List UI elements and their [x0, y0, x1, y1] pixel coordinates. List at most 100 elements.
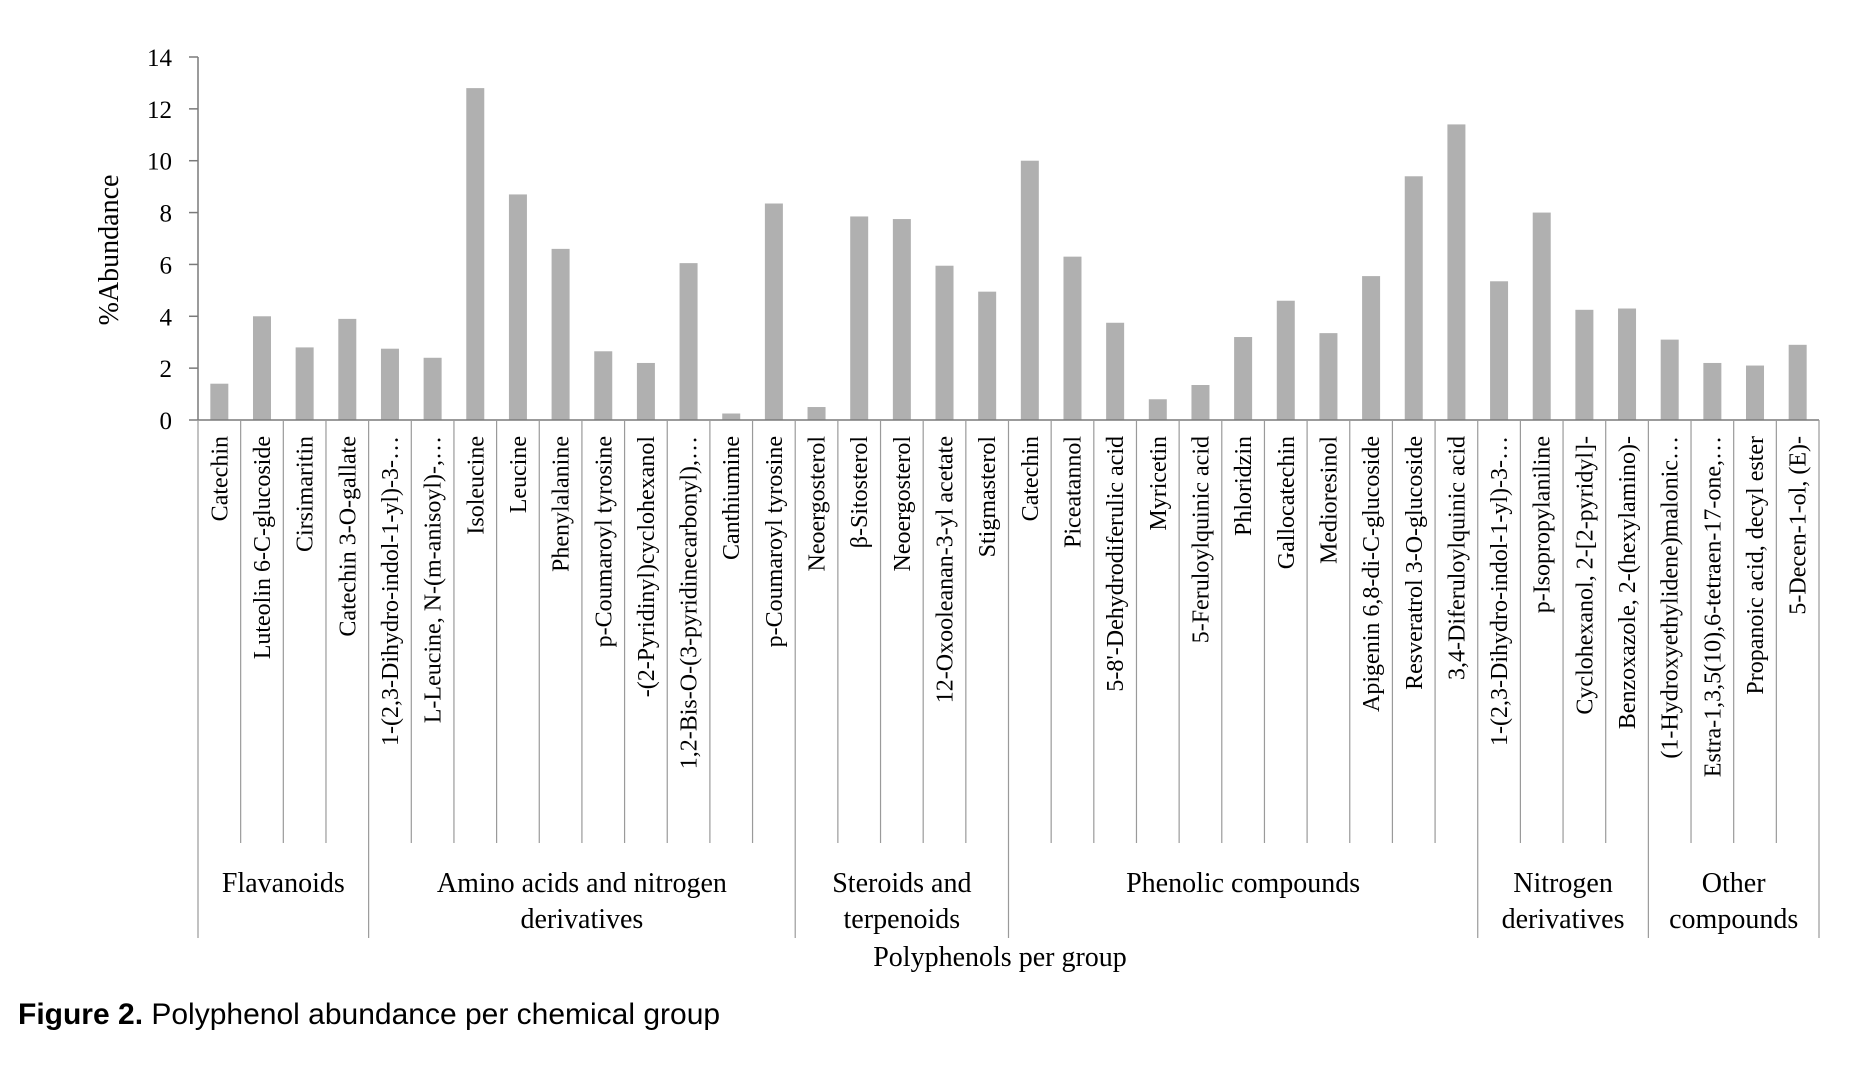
group-label: terpenoids	[844, 904, 961, 935]
bar	[1319, 333, 1338, 420]
bar	[1660, 339, 1679, 420]
y-tick-label: 0	[160, 408, 173, 435]
category-label: 1,2-Bis-O-(3-pyridinecarbonyl),…	[677, 436, 703, 769]
category-label: p-Isopropylaniline	[1530, 436, 1556, 613]
bar	[1362, 276, 1381, 420]
category-label: Phloridzin	[1231, 436, 1257, 536]
bar	[722, 413, 741, 420]
group-label: Steroids and	[832, 868, 971, 899]
group-label: Nitrogen	[1513, 868, 1613, 899]
category-label: 5-Feruloylquinic acid	[1188, 436, 1214, 643]
category-label: Medioresinol	[1316, 436, 1342, 564]
category-label: p-Coumaroyl tyrosine	[762, 436, 788, 647]
y-tick-label: 4	[160, 304, 173, 331]
bar	[380, 348, 399, 420]
category-label: Isoleucine	[463, 436, 489, 535]
bar	[1404, 176, 1423, 420]
bar	[1020, 160, 1039, 420]
bar	[679, 263, 698, 420]
bar	[1532, 212, 1551, 420]
group-label: Flavanoids	[222, 868, 345, 899]
group-label: Amino acids and nitrogen	[437, 868, 727, 899]
bar	[338, 318, 357, 420]
bar	[1703, 362, 1722, 420]
category-label: Luteolin 6-C-glucoside	[250, 436, 276, 659]
category-label: Neoergosterol	[890, 436, 916, 572]
bar	[850, 216, 869, 420]
category-label: Estra-1,3,5(10),6-tetraen-17-one,…	[1700, 436, 1726, 777]
bar	[807, 407, 826, 420]
category-label: Stigmasterol	[975, 436, 1001, 558]
bar	[935, 265, 954, 420]
y-tick-label: 8	[160, 201, 173, 228]
bar	[295, 347, 314, 420]
category-label: 1-(2,3-Dihydro-indol-1-yl)-3-…	[378, 436, 404, 746]
group-label: derivatives	[520, 904, 643, 935]
category-label: Myricetin	[1146, 436, 1172, 531]
y-tick-label: 6	[160, 252, 173, 279]
category-label: (1-Hydroxyethylidene)malonic…	[1658, 436, 1684, 759]
bar	[1575, 309, 1594, 420]
bar	[1746, 365, 1765, 420]
category-label: 1-(2,3-Dihydro-indol-1-yl)-3-…	[1487, 436, 1513, 746]
category-label: Piceatannol	[1060, 436, 1086, 548]
category-label: 5-Decen-1-ol, (E)-	[1786, 436, 1812, 615]
bar	[1618, 308, 1637, 420]
figure-caption-text: Polyphenol abundance per chemical group	[143, 998, 721, 1031]
bar	[1106, 322, 1125, 420]
figure-label: Figure 2.	[18, 998, 144, 1031]
bar	[210, 383, 229, 420]
x-axis	[197, 419, 1820, 938]
bar	[252, 316, 271, 420]
bar	[1276, 300, 1295, 420]
group-labels: Flavanoids Amino acids and nitrogen deriva…	[222, 868, 1798, 935]
bar-chart: 0 2 4 6 8 10 12 14 Catechin Luteolin 6-C-glucosi…	[94, 45, 1820, 973]
bar	[1447, 124, 1466, 421]
category-label: Catechin	[1018, 436, 1044, 521]
bar	[466, 88, 485, 420]
y-axis: 0 2 4 6 8 10 12 14	[147, 45, 199, 435]
y-tick-label: 2	[160, 356, 173, 383]
bar	[1063, 256, 1082, 420]
y-tick-label: 10	[147, 149, 172, 176]
category-label: Leucine	[506, 436, 532, 513]
category-label: 3,4-Diferuloylquinic acid	[1444, 436, 1470, 680]
bar	[1788, 344, 1807, 420]
group-label: derivatives	[1502, 904, 1625, 935]
x-axis-title: Polyphenols per group	[873, 942, 1127, 973]
category-label: Catechin 3-O-gallate	[335, 436, 361, 637]
category-label: 5-8'-Dehydrodiferulic acid	[1103, 436, 1129, 692]
bar	[423, 357, 442, 420]
figure-caption: Figure 2. Polyphenol abundance per chemi…	[18, 998, 720, 1032]
category-label: Cyclohexanol, 2-[2-pyridyl]-	[1572, 436, 1598, 715]
category-label: Canthiumine	[719, 436, 745, 560]
y-tick-label: 12	[147, 97, 172, 124]
category-label: -(2-Pyridinyl)cyclohexanol	[634, 436, 660, 698]
category-label: β-Sitosterol	[847, 436, 873, 549]
category-label: Cirsimaritin	[293, 436, 319, 552]
category-label: Catechin	[207, 436, 233, 521]
y-axis-title: %Abundance	[94, 175, 125, 326]
bar-series	[210, 88, 1807, 421]
category-labels: Catechin Luteolin 6-C-glucoside Cirsimarit…	[207, 436, 1811, 778]
group-label: Other	[1702, 868, 1766, 899]
bar	[978, 291, 997, 420]
category-label: Propanoic acid, decyl ester	[1743, 436, 1769, 695]
bar	[636, 362, 655, 420]
bar	[1490, 281, 1509, 420]
bar	[551, 248, 570, 420]
bar	[1234, 337, 1253, 420]
category-label: Gallocatechin	[1274, 436, 1300, 569]
category-label: Resveratrol 3-O-glucoside	[1402, 436, 1428, 690]
category-label: Benzoxazole, 2-(hexylamino)-	[1615, 436, 1641, 729]
category-label: L-Leucine, N-(m-anisoyl)-,…	[421, 436, 447, 723]
bar	[1148, 399, 1167, 420]
category-label: Neoergosterol	[805, 436, 831, 572]
category-label: p-Coumaroyl tyrosine	[591, 436, 617, 647]
category-label: Phenylalanine	[549, 436, 575, 572]
bar	[594, 351, 613, 420]
group-label: Phenolic compounds	[1126, 868, 1360, 899]
bar	[1191, 384, 1210, 420]
y-tick-label: 14	[147, 45, 173, 72]
bar	[764, 203, 783, 420]
